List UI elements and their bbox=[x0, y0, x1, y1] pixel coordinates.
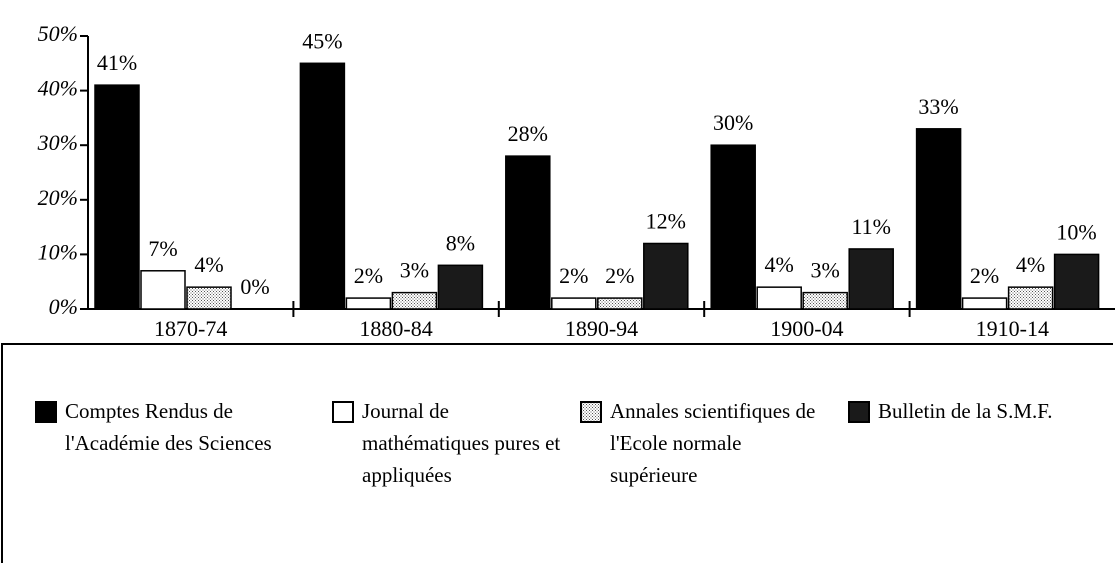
y-tick-label: 50% bbox=[38, 21, 78, 46]
value-label: 0% bbox=[240, 274, 269, 299]
value-label: 41% bbox=[97, 50, 137, 75]
bar bbox=[505, 155, 551, 310]
x-tick-label: 1900-04 bbox=[770, 316, 843, 341]
legend-label: Annales scientifiques de l'Ecole normale… bbox=[610, 399, 816, 487]
bar bbox=[437, 264, 484, 310]
bar bbox=[1053, 253, 1100, 310]
value-label: 2% bbox=[970, 263, 999, 288]
x-tick-label: 1910-14 bbox=[976, 316, 1049, 341]
legend-entry: Bulletin de la S.M.F. bbox=[848, 395, 1078, 427]
bar bbox=[961, 297, 1008, 310]
legend-label: Comptes Rendus de l'Académie des Science… bbox=[65, 399, 272, 455]
bar bbox=[551, 297, 597, 310]
bar bbox=[1007, 286, 1054, 310]
bar bbox=[756, 286, 802, 310]
legend-label: Bulletin de la S.M.F. bbox=[878, 399, 1053, 423]
value-label: 2% bbox=[605, 263, 634, 288]
value-label: 28% bbox=[508, 121, 548, 146]
x-tick-label: 1880-84 bbox=[359, 316, 432, 341]
value-label: 7% bbox=[148, 236, 177, 261]
legend-swatch bbox=[35, 401, 57, 423]
legend-entry: Annales scientifiques de l'Ecole normale… bbox=[580, 395, 820, 491]
bar bbox=[915, 128, 962, 310]
legend-swatch bbox=[848, 401, 870, 423]
y-tick-label: 40% bbox=[38, 76, 78, 101]
bar bbox=[186, 286, 232, 310]
bar bbox=[597, 297, 643, 310]
y-tick-label: 10% bbox=[38, 239, 78, 264]
value-label: 12% bbox=[646, 209, 686, 234]
value-label: 4% bbox=[765, 252, 794, 277]
bar bbox=[391, 291, 438, 310]
legend-swatch-fill bbox=[580, 401, 602, 423]
value-label: 8% bbox=[446, 230, 475, 255]
y-tick-label: 30% bbox=[37, 130, 78, 155]
legend-swatch-fill bbox=[332, 401, 354, 423]
value-label: 11% bbox=[851, 214, 891, 239]
value-label: 33% bbox=[918, 94, 958, 119]
value-label: 2% bbox=[559, 263, 588, 288]
legend-swatch-fill bbox=[35, 401, 57, 423]
y-tick-label: 0% bbox=[49, 294, 78, 319]
legend-entry: Comptes Rendus de l'Académie des Science… bbox=[35, 395, 295, 459]
bar bbox=[710, 144, 756, 310]
bar bbox=[94, 84, 140, 310]
x-tick-label: 1890-94 bbox=[565, 316, 638, 341]
legend bbox=[1, 343, 1113, 563]
value-label: 30% bbox=[713, 110, 753, 135]
legend-label: Journal de mathématiques pures et appliq… bbox=[362, 399, 561, 487]
bar bbox=[299, 62, 346, 310]
bar bbox=[345, 297, 392, 310]
value-label: 3% bbox=[400, 258, 429, 283]
bar bbox=[140, 270, 186, 310]
bar bbox=[643, 242, 689, 310]
bar bbox=[848, 248, 894, 310]
x-tick-label: 1870-74 bbox=[154, 316, 227, 341]
value-label: 10% bbox=[1056, 219, 1096, 244]
value-label: 4% bbox=[1016, 252, 1045, 277]
value-label: 3% bbox=[811, 258, 840, 283]
y-tick-label: 20% bbox=[38, 185, 78, 210]
value-label: 45% bbox=[302, 28, 342, 53]
bar bbox=[802, 291, 848, 310]
legend-swatch-fill bbox=[848, 401, 870, 423]
value-label: 4% bbox=[194, 252, 223, 277]
value-label: 2% bbox=[354, 263, 383, 288]
legend-entry: Journal de mathématiques pures et appliq… bbox=[332, 395, 572, 491]
legend-swatch bbox=[580, 401, 602, 423]
legend-swatch bbox=[332, 401, 354, 423]
